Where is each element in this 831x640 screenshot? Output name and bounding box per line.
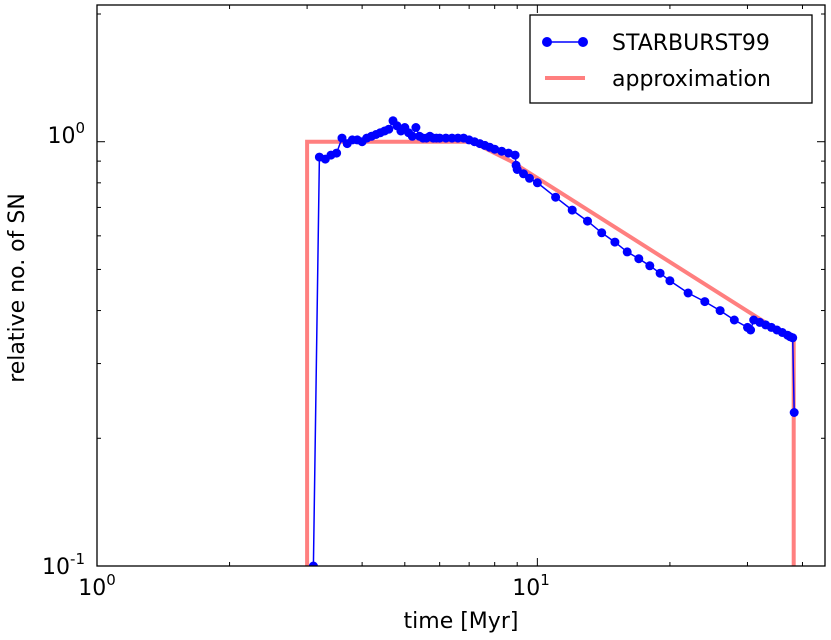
starburst99-point xyxy=(525,173,534,183)
starburst99-point xyxy=(700,297,710,307)
starburst99-point xyxy=(490,144,500,154)
starburst99-point xyxy=(645,261,655,271)
starburst99-point xyxy=(497,146,507,156)
plot-frame xyxy=(96,4,826,567)
x-axis-label: time [Myr] xyxy=(404,609,519,634)
starburst99-point xyxy=(332,148,342,158)
starburst99-point xyxy=(532,178,542,188)
starburst99-point xyxy=(384,124,394,134)
starburst99-point xyxy=(655,268,665,278)
y-axis-label: relative no. of SN xyxy=(5,193,30,383)
starburst99-series xyxy=(308,116,799,566)
starburst99-point xyxy=(715,306,725,316)
starburst99-point xyxy=(789,408,799,417)
legend-starburst99-marker xyxy=(542,37,552,47)
legend-frame xyxy=(529,14,813,104)
starburst99-point xyxy=(567,205,577,215)
x-tick-label: 101 xyxy=(512,571,550,601)
starburst99-point xyxy=(610,237,620,247)
x-tick-label: 100 xyxy=(78,571,116,601)
y-tick-label: 100 xyxy=(47,119,85,149)
starburst99-point xyxy=(729,315,739,325)
legend-approximation-label: approximation xyxy=(612,67,771,92)
starburst99-point xyxy=(411,123,421,132)
y-tick-label: 10-1 xyxy=(42,550,85,580)
starburst99-point xyxy=(435,133,445,143)
starburst99-point xyxy=(665,276,675,286)
starburst99-point xyxy=(583,216,592,226)
starburst99-point xyxy=(634,254,644,264)
x-tick-labels: 100 101 xyxy=(78,571,550,601)
starburst99-point xyxy=(551,192,561,202)
starburst99-point xyxy=(597,228,607,238)
starburst99-point xyxy=(308,561,318,566)
legend: STARBURST99 approximation xyxy=(529,14,813,104)
y-tick-labels: 10-1 100 xyxy=(42,119,85,580)
legend-starburst99-marker xyxy=(578,37,588,47)
starburst99-point xyxy=(683,288,693,298)
starburst99-point xyxy=(512,165,522,174)
legend-starburst99-label: STARBURST99 xyxy=(612,31,770,56)
starburst99-point xyxy=(510,150,520,160)
starburst99-point xyxy=(788,333,798,343)
starburst99-point xyxy=(746,325,756,335)
starburst99-point xyxy=(622,247,632,257)
starburst99-point xyxy=(407,131,417,141)
